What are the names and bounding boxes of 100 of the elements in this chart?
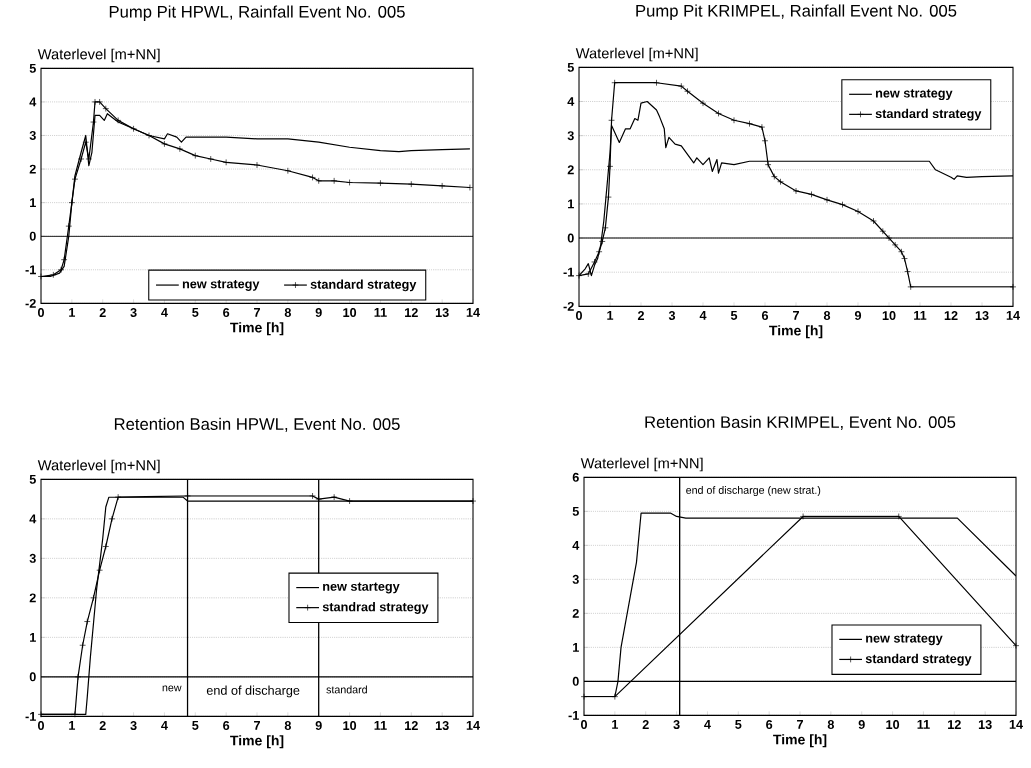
y-tick-label: 3 xyxy=(567,130,574,140)
y-tick-label: 0 xyxy=(29,231,36,241)
x-tick-label: 5 xyxy=(192,307,199,317)
x-tick-label: 14 xyxy=(466,720,480,730)
legend-label: new startegy xyxy=(323,582,400,594)
legend-label: standard strategy xyxy=(875,108,982,121)
y-axis-title: Waterlevel [m+NN] xyxy=(575,47,698,62)
y-tick-label: -2 xyxy=(563,301,574,311)
legend-label: standard strategy xyxy=(865,653,972,666)
x-tick-label: 3 xyxy=(130,720,137,730)
x-tick-label: 5 xyxy=(735,719,742,729)
x-tick-label: 8 xyxy=(284,307,291,317)
y-tick-label: 5 xyxy=(572,506,579,516)
y-tick-label: 1 xyxy=(568,199,574,209)
x-tick-label: 13 xyxy=(435,307,449,317)
x-tick-label: 12 xyxy=(944,310,958,320)
x-tick-label: 1 xyxy=(607,310,614,320)
x-tick-label: 9 xyxy=(315,720,322,730)
x-tick-label: 8 xyxy=(284,720,291,730)
x-tick-label: 7 xyxy=(254,307,260,317)
x-tick-label: 4 xyxy=(161,307,168,317)
y-tick-label: 0 xyxy=(29,672,36,682)
y-tick-label: 3 xyxy=(29,130,36,140)
y-tick-label: 3 xyxy=(572,574,579,584)
y-axis-title: Waterlevel [m+NN] xyxy=(37,48,160,63)
x-tick-label: 13 xyxy=(435,720,449,730)
y-tick-label: 0 xyxy=(572,676,579,686)
y-tick-label: 3 xyxy=(29,553,36,563)
x-tick-label: 9 xyxy=(854,310,862,320)
x-tick-label: 13 xyxy=(975,310,989,320)
legend-label: standard strategy xyxy=(310,279,417,292)
x-tick-label: 8 xyxy=(823,310,831,320)
y-tick-label: 2 xyxy=(29,164,36,174)
x-tick-label: 7 xyxy=(793,310,799,320)
x-tick-label: 13 xyxy=(978,719,992,729)
x-tick-label: 0 xyxy=(37,720,45,730)
x-tick-label: 7 xyxy=(254,720,260,730)
y-tick-label: -1 xyxy=(25,711,36,721)
x-tick-label: 6 xyxy=(766,719,773,729)
y-tick-label: 1 xyxy=(30,632,36,642)
x-tick-label: 0 xyxy=(580,719,588,729)
x-tick-label: 3 xyxy=(673,719,680,729)
y-tick-label: 4 xyxy=(567,96,575,106)
x-tick-label: 11 xyxy=(917,719,930,729)
x-tick-label: 4 xyxy=(704,719,711,729)
x-tick-label: 10 xyxy=(343,720,357,730)
y-tick-label: 1 xyxy=(30,198,36,207)
y-tick-label: 2 xyxy=(567,165,574,175)
x-tick-label: 11 xyxy=(374,720,387,730)
y-tick-label: 5 xyxy=(29,63,36,73)
x-tick-label: 4 xyxy=(161,720,168,730)
x-tick-label: 4 xyxy=(699,310,707,320)
x-tick-label: 6 xyxy=(761,310,769,320)
x-tick-label: 9 xyxy=(315,307,322,317)
x-tick-label: 5 xyxy=(730,310,738,320)
legend-label: new strategy xyxy=(866,634,943,646)
x-tick-label: 12 xyxy=(405,720,418,730)
x-tick-label: 5 xyxy=(192,720,199,730)
chart-title: Pump Pit HPWL, Rainfall Event No. 005 xyxy=(109,5,405,21)
y-tick-label: -1 xyxy=(25,265,36,274)
chart-title: Retention Basin KRIMPEL, Event No. 005 xyxy=(645,415,956,430)
x-tick-label: 0 xyxy=(37,307,45,317)
x-tick-label: 14 xyxy=(1009,719,1023,729)
x-tick-label: 14 xyxy=(1006,310,1020,320)
x-tick-label: 2 xyxy=(637,310,645,320)
y-axis-title: Waterlevel [m+NN] xyxy=(580,457,703,472)
x-tick-label: 11 xyxy=(914,310,927,320)
x-tick-label: 14 xyxy=(466,307,480,317)
y-tick-label: 2 xyxy=(572,608,579,618)
x-tick-label: 7 xyxy=(797,719,803,729)
y-tick-label: 4 xyxy=(572,540,580,550)
y-tick-label: 6 xyxy=(572,472,579,482)
chart-title: Retention Basin HPWL, Event No. 005 xyxy=(114,417,400,432)
x-tick-label: 1 xyxy=(612,719,619,729)
x-axis-title: Time [h] xyxy=(230,735,284,749)
y-tick-label: 4 xyxy=(29,514,37,524)
x-tick-label: 12 xyxy=(948,719,961,729)
x-tick-label: 2 xyxy=(642,719,649,729)
y-tick-label: -2 xyxy=(25,298,36,308)
x-axis-title: Time [h] xyxy=(230,322,284,336)
x-tick-label: 2 xyxy=(99,720,106,730)
x-tick-label: 1 xyxy=(69,307,76,317)
legend-label: standrad strategy xyxy=(322,601,429,614)
y-axis-title: Waterlevel [m+NN] xyxy=(37,459,160,474)
y-tick-label: -1 xyxy=(563,267,574,277)
x-tick-label: 1 xyxy=(69,720,76,730)
legend-label: new strategy xyxy=(875,89,953,100)
x-tick-label: 6 xyxy=(223,307,230,317)
x-tick-label: 8 xyxy=(827,719,834,729)
legend-label: new strategy xyxy=(182,279,260,291)
x-tick-label: 2 xyxy=(99,307,106,317)
x-tick-label: 11 xyxy=(374,307,387,317)
y-tick-label: 4 xyxy=(29,97,37,107)
x-axis-title: Time [h] xyxy=(773,734,827,748)
x-tick-label: 9 xyxy=(858,719,865,729)
ref-line-label: standard xyxy=(326,685,367,694)
y-tick-label: -1 xyxy=(568,710,579,720)
x-tick-label: 10 xyxy=(882,310,896,320)
x-tick-label: 3 xyxy=(668,310,676,320)
y-tick-label: 1 xyxy=(573,642,579,652)
